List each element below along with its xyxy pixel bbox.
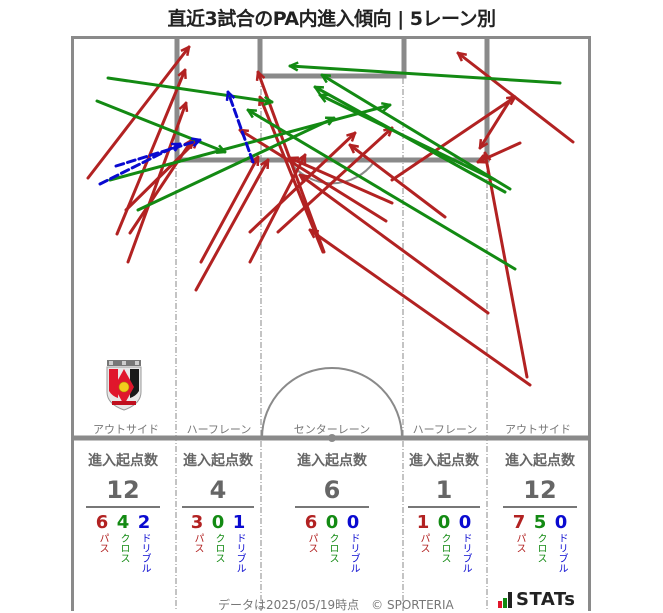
lane-label-halfspace-right: ハーフレーン (412, 423, 478, 436)
pass-count: 1 (416, 512, 430, 533)
dribble-count: 2 (137, 512, 151, 533)
cross-label: クロス (535, 533, 546, 563)
pass-arrow (199, 157, 260, 264)
entry-count-total: 12 (86, 476, 160, 508)
lane-label-halfspace-left: ハーフレーン (186, 423, 252, 436)
pass-label: パス (192, 533, 203, 553)
entry-count-total: 12 (503, 476, 577, 508)
cross-count: 0 (437, 512, 451, 533)
dribble-label: ドリブル (234, 533, 245, 573)
lane-stats-center: 進入起点数 6 6 パス 0 クロス 0 ドリブル (295, 450, 369, 573)
dribble-label: ドリブル (348, 533, 359, 573)
lane-stats-outside-left: 進入起点数 12 6 パス 4 クロス 2 ドリブル (86, 450, 160, 573)
cross-label: クロス (327, 533, 338, 563)
pass-label: パス (514, 533, 525, 553)
center-spot (328, 434, 336, 442)
data-date-footer: データは2025/05/19時点 © SPORTERIA (218, 598, 454, 612)
cross-count: 5 (533, 512, 547, 533)
entry-count-header: 進入起点数 (88, 453, 158, 469)
dribble-label: ドリブル (460, 533, 471, 573)
cross-arrow (95, 99, 225, 152)
pass-arrow (240, 128, 388, 223)
pass-count: 6 (95, 512, 109, 533)
entry-count-header: 進入起点数 (409, 453, 479, 469)
dribble-label: ドリブル (139, 533, 150, 573)
penalty-area (174, 37, 490, 163)
lane-stats-outside-right: 進入起点数 12 7 パス 5 クロス 0 ドリブル (503, 450, 577, 573)
entry-count-total: 6 (295, 476, 369, 508)
lane-stats-halfspace-right: 進入起点数 1 1 パス 0 クロス 0 ドリブル (408, 450, 480, 573)
entry-count-header: 進入起点数 (183, 453, 253, 469)
cross-count: 4 (116, 512, 130, 533)
entry-count-total: 1 (408, 476, 480, 508)
cross-arrow (106, 76, 272, 102)
cross-arrow (108, 105, 390, 182)
dribble-label: ドリブル (556, 533, 567, 573)
cross-label: クロス (439, 533, 450, 563)
pass-arrow (194, 160, 270, 292)
center-circle (261, 367, 403, 439)
pass-label: パス (418, 533, 429, 553)
pass-label: パス (306, 533, 317, 553)
dribble-count: 0 (346, 512, 360, 533)
pass-arrow (350, 145, 447, 219)
entry-arrows (86, 47, 575, 387)
cross-arrow (136, 116, 334, 212)
pass-arrow (276, 128, 392, 234)
cross-label: クロス (213, 533, 224, 563)
penalty-arc (289, 161, 375, 185)
pass-arrow (126, 103, 186, 264)
dribble-count: 1 (232, 512, 246, 533)
lane-label-outside-right: アウトサイド (505, 423, 571, 436)
lane-label-center: センターレーン (293, 423, 371, 436)
cross-count: 0 (325, 512, 339, 533)
pass-arrow (458, 53, 575, 144)
cross-arrow (288, 66, 562, 85)
pass-arrow (390, 97, 515, 182)
club-crest-icon (103, 358, 145, 412)
cross-arrow (320, 93, 497, 182)
stats-brand-logo: STATs (498, 589, 575, 610)
entry-count-header: 進入起点数 (505, 453, 575, 469)
brand-name: STATs (516, 589, 576, 610)
lane-label-outside-left: アウトサイド (93, 423, 159, 436)
pass-arrow (290, 158, 394, 205)
pass-count: 3 (190, 512, 204, 533)
stats-bars-icon (498, 591, 512, 608)
pass-count: 7 (512, 512, 526, 533)
lane-stats-halfspace-left: 進入起点数 4 3 パス 0 クロス 1 ドリブル (182, 450, 254, 573)
dribble-count: 0 (554, 512, 568, 533)
pass-label: パス (97, 533, 108, 553)
pass-arrow (86, 47, 189, 180)
pass-count: 6 (304, 512, 318, 533)
dribble-arrow (114, 140, 200, 168)
dribble-arrow (228, 92, 255, 164)
cross-arrow (322, 73, 512, 191)
pass-arrow (300, 175, 490, 315)
chart-title: 直近3試合のPA内進入傾向 | 5レーン別 (167, 8, 496, 30)
cross-arrow (248, 108, 517, 271)
entry-count-header: 進入起点数 (297, 453, 367, 469)
pass-arrow (310, 230, 532, 387)
pass-arrow (478, 95, 514, 148)
cross-count: 0 (211, 512, 225, 533)
cross-label: クロス (118, 533, 129, 563)
entry-count-total: 4 (182, 476, 254, 508)
goal-area (257, 37, 407, 79)
pass-arrow (248, 155, 307, 264)
pass-arrow (124, 140, 197, 212)
dribble-count: 0 (458, 512, 472, 533)
